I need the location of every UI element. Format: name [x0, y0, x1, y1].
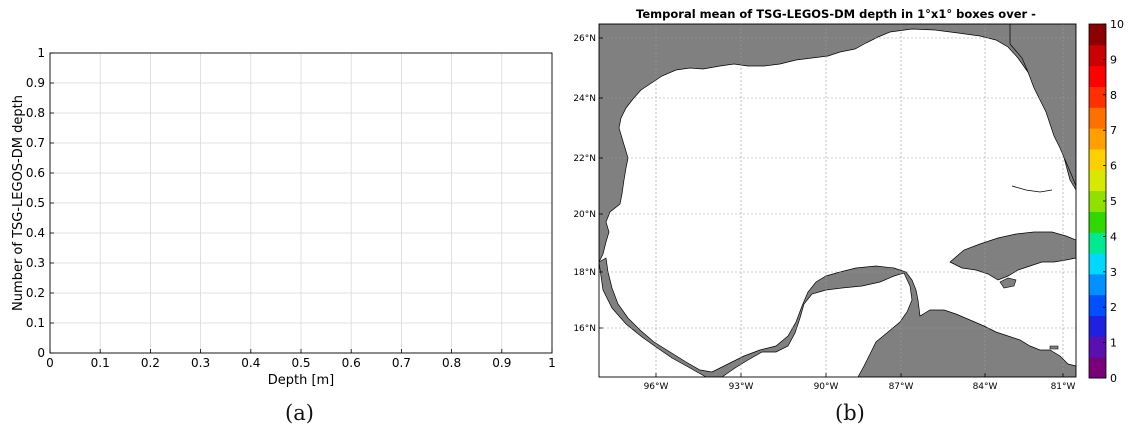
panel-b-lon-tick-label: 90°W	[814, 382, 839, 392]
colorbar-swatch	[1089, 44, 1106, 67]
panel-b-lon-tick-label: 96°W	[644, 382, 669, 392]
panel-b-land	[599, 24, 1076, 377]
colorbar-swatch	[1089, 315, 1106, 337]
land-cayman	[1049, 345, 1059, 350]
panel-a-x-tick-label: 0.6	[342, 356, 361, 370]
panel-b-ocean	[599, 24, 1076, 377]
panel-b-lat-ticks: 16°N 18°N 20°N 22°N 24°N 26°N	[573, 34, 603, 334]
panel-a-y-tick-label: 0.7	[26, 136, 45, 150]
colorbar-swatch	[1089, 128, 1106, 150]
colorbar-swatch	[1089, 169, 1106, 192]
colorbar-swatch	[1089, 273, 1106, 296]
colorbar-tick-label: 0	[1110, 372, 1117, 385]
colorbar-swatch	[1089, 190, 1106, 212]
colorbar-tick-label: 10	[1110, 18, 1124, 31]
colorbar-tick-label: 1	[1110, 337, 1117, 350]
panel-a-x-ticks: 0 0.1 0.2 0.3 0.4 0.5 0.6 0.7 0.8 0.9 1	[46, 349, 556, 370]
panel-b-map-chart: Temporal mean of TSG-LEGOS-DM depth in 1…	[573, 7, 1124, 392]
colorbar-swatch	[1089, 107, 1106, 129]
panel-a-y-tick-label: 0.9	[26, 76, 45, 90]
panel-a-y-ticks: 0 0.1 0.2 0.3 0.4 0.5 0.6 0.7 0.8 0.9 1	[26, 46, 54, 360]
panel-a-x-tick-label: 0.8	[442, 356, 461, 370]
colorbar-tick-label: 3	[1110, 266, 1117, 279]
panel-a-x-tick-label: 0	[46, 356, 54, 370]
panel-b-lat-tick-label: 26°N	[573, 34, 596, 44]
panel-a-x-tick-label: 0.4	[241, 356, 260, 370]
colorbar-tick-label: 7	[1110, 124, 1117, 137]
colorbar-swatch	[1089, 24, 1106, 46]
panel-b-lon-tick-label: 84°W	[973, 382, 998, 392]
panel-a-y-tick-label: 0.1	[26, 316, 45, 330]
colorbar-swatch	[1089, 232, 1106, 254]
panel-a-y-tick-label: 0.8	[26, 106, 45, 120]
panel-a-x-tick-label: 0.7	[392, 356, 411, 370]
panel-a-x-tick-label: 1	[548, 356, 556, 370]
colorbar-tick-label: 8	[1110, 89, 1117, 102]
panel-b-graticule	[599, 24, 1076, 377]
colorbar-swatch	[1089, 148, 1106, 171]
panel-b-map-frame	[598, 23, 1077, 378]
panel-b-lat-tick-label: 20°N	[573, 210, 596, 220]
colorbar-tick-label: 9	[1110, 53, 1117, 66]
panel-b-title: Temporal mean of TSG-LEGOS-DM depth in 1…	[636, 7, 1036, 21]
panel-b-lat-tick-label: 22°N	[573, 154, 596, 164]
panel-a-x-tick-label: 0.3	[191, 356, 210, 370]
panel-b-lat-tick-label: 24°N	[573, 94, 596, 104]
colorbar-tick-label: 5	[1110, 195, 1117, 208]
panel-a-y-tick-label: 0.3	[26, 256, 45, 270]
panel-a-x-tick-label: 0.2	[141, 356, 160, 370]
colorbar-swatch	[1089, 253, 1106, 275]
panel-a-x-tick-label: 0.9	[492, 356, 511, 370]
panel-a-y-tick-label: 0.2	[26, 286, 45, 300]
panel-a-x-tick-label: 0.1	[91, 356, 110, 370]
land-yucatan	[599, 257, 1076, 377]
panel-b-colorbar	[1088, 23, 1107, 379]
panel-b-lon-tick-label: 87°W	[889, 382, 914, 392]
panel-b-lat-tick-label: 16°N	[573, 324, 596, 334]
colorbar-swatch	[1089, 211, 1106, 233]
panel-a-gridlines	[50, 53, 552, 353]
colorbar-swatch	[1089, 294, 1106, 317]
panel-a-x-axis-label: Depth [m]	[268, 373, 335, 388]
panel-b-lon-tick-label: 81°W	[1051, 382, 1076, 392]
panel-a-y-tick-label: 0.6	[26, 166, 45, 180]
panel-a-y-axis-label: Number of TSG-LEGOS-DM depth	[11, 95, 26, 311]
colorbar-swatch	[1089, 357, 1106, 379]
panel-a-x-tick-label: 0.5	[291, 356, 310, 370]
colorbar-tick-label: 4	[1110, 230, 1117, 243]
panel-a-y-tick-label: 1	[37, 46, 45, 60]
panel-a-y-tick-label: 0.5	[26, 196, 45, 210]
panel-a-y-tick-label: 0	[37, 346, 45, 360]
panel-b-lat-tick-label: 18°N	[573, 268, 596, 278]
panel-a-empty-chart: 0 0.1 0.2 0.3 0.4 0.5 0.6 0.7 0.8 0.9 1 0 0.1 0.2 0.3…	[11, 46, 556, 388]
panel-a-y-tick-label: 0.4	[26, 226, 45, 240]
colorbar-swatch	[1089, 86, 1106, 108]
colorbar-tick-label: 2	[1110, 301, 1117, 314]
panel-b-colorbar-ticks: 0 1 2 3 4 5 6 7 8 9 10	[1103, 18, 1124, 385]
land-florida	[1009, 24, 1076, 187]
panel-a-caption: (a)	[285, 401, 314, 425]
panel-b-lon-ticks: 96°W 93°W 90°W 87°W 84°W 81°W	[644, 373, 1076, 392]
land-florida-keys	[1011, 185, 1053, 193]
land-isle-of-youth	[999, 277, 1017, 289]
land-cuba	[949, 231, 1076, 281]
colorbar-swatch	[1089, 65, 1106, 87]
panel-b-caption: (b)	[835, 401, 865, 425]
colorbar-swatch	[1089, 336, 1106, 358]
colorbar-tick-label: 6	[1110, 160, 1117, 173]
panel-b-lon-tick-label: 93°W	[729, 382, 754, 392]
